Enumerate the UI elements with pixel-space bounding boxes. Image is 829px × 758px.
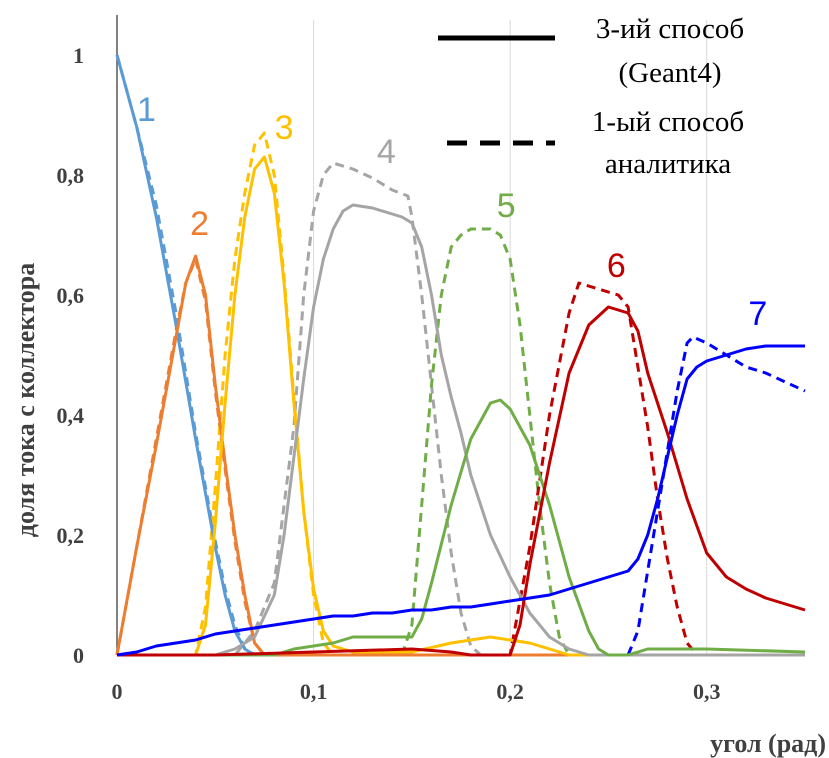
x-tick-label: 0,2 bbox=[496, 679, 524, 704]
series-7-dashed-line bbox=[626, 335, 806, 656]
legend-dashed-line2: аналитика bbox=[605, 148, 731, 180]
legend-solid-line1: 3-ий способ bbox=[596, 13, 744, 45]
curve-label-1: 1 bbox=[137, 91, 156, 129]
y-tick-label: 0,6 bbox=[57, 283, 85, 308]
y-tick-label: 0,8 bbox=[57, 163, 85, 188]
series-1-dashed-line bbox=[115, 54, 256, 657]
curve-label-6: 6 bbox=[607, 247, 626, 285]
series-1-solid-line bbox=[115, 54, 805, 657]
curve-labels: 1 2 3 4 5 6 7 bbox=[137, 91, 767, 333]
series-5-solid-line bbox=[117, 398, 806, 657]
legend-dashed-line1: 1-ый способ bbox=[592, 106, 744, 138]
series-3-solid-line bbox=[117, 155, 805, 657]
x-axis-title: угол (рад) bbox=[710, 729, 826, 758]
y-tick-label: 1 bbox=[73, 43, 84, 68]
y-tick-label: 0 bbox=[73, 643, 84, 668]
series-6-solid-line bbox=[117, 305, 806, 657]
solid-series-group bbox=[115, 54, 806, 657]
series-6-dashed-line bbox=[117, 281, 699, 657]
curve-label-7: 7 bbox=[748, 295, 767, 333]
series-2-solid-line bbox=[115, 254, 805, 657]
series-3-dashed-line bbox=[117, 131, 335, 657]
tick-labels: 0 0,1 0,2 0,3 0 0,2 0,4 0,6 0,8 1 bbox=[57, 43, 721, 704]
legend: 3-ий способ (Geant4) 1-ый способ аналити… bbox=[438, 13, 744, 180]
x-tick-label: 0,1 bbox=[300, 679, 328, 704]
x-tick-label: 0 bbox=[112, 679, 123, 704]
y-axis-title: доля тока с коллектора bbox=[11, 263, 40, 537]
legend-solid-line2: (Geant4) bbox=[618, 57, 721, 89]
series-5-dashed-line bbox=[117, 227, 571, 657]
curve-label-2: 2 bbox=[190, 205, 209, 243]
curve-label-5: 5 bbox=[497, 187, 516, 225]
curve-label-4: 4 bbox=[377, 133, 396, 171]
series-4-solid-line bbox=[117, 203, 805, 657]
series-2-dashed-line bbox=[115, 257, 266, 656]
curve-label-3: 3 bbox=[275, 109, 294, 147]
series-7-solid-line bbox=[116, 344, 805, 657]
series-4-dashed-line bbox=[117, 161, 482, 657]
y-tick-label: 0,4 bbox=[57, 403, 85, 428]
x-tick-label: 0,3 bbox=[693, 679, 721, 704]
y-tick-label: 0,2 bbox=[57, 523, 85, 548]
